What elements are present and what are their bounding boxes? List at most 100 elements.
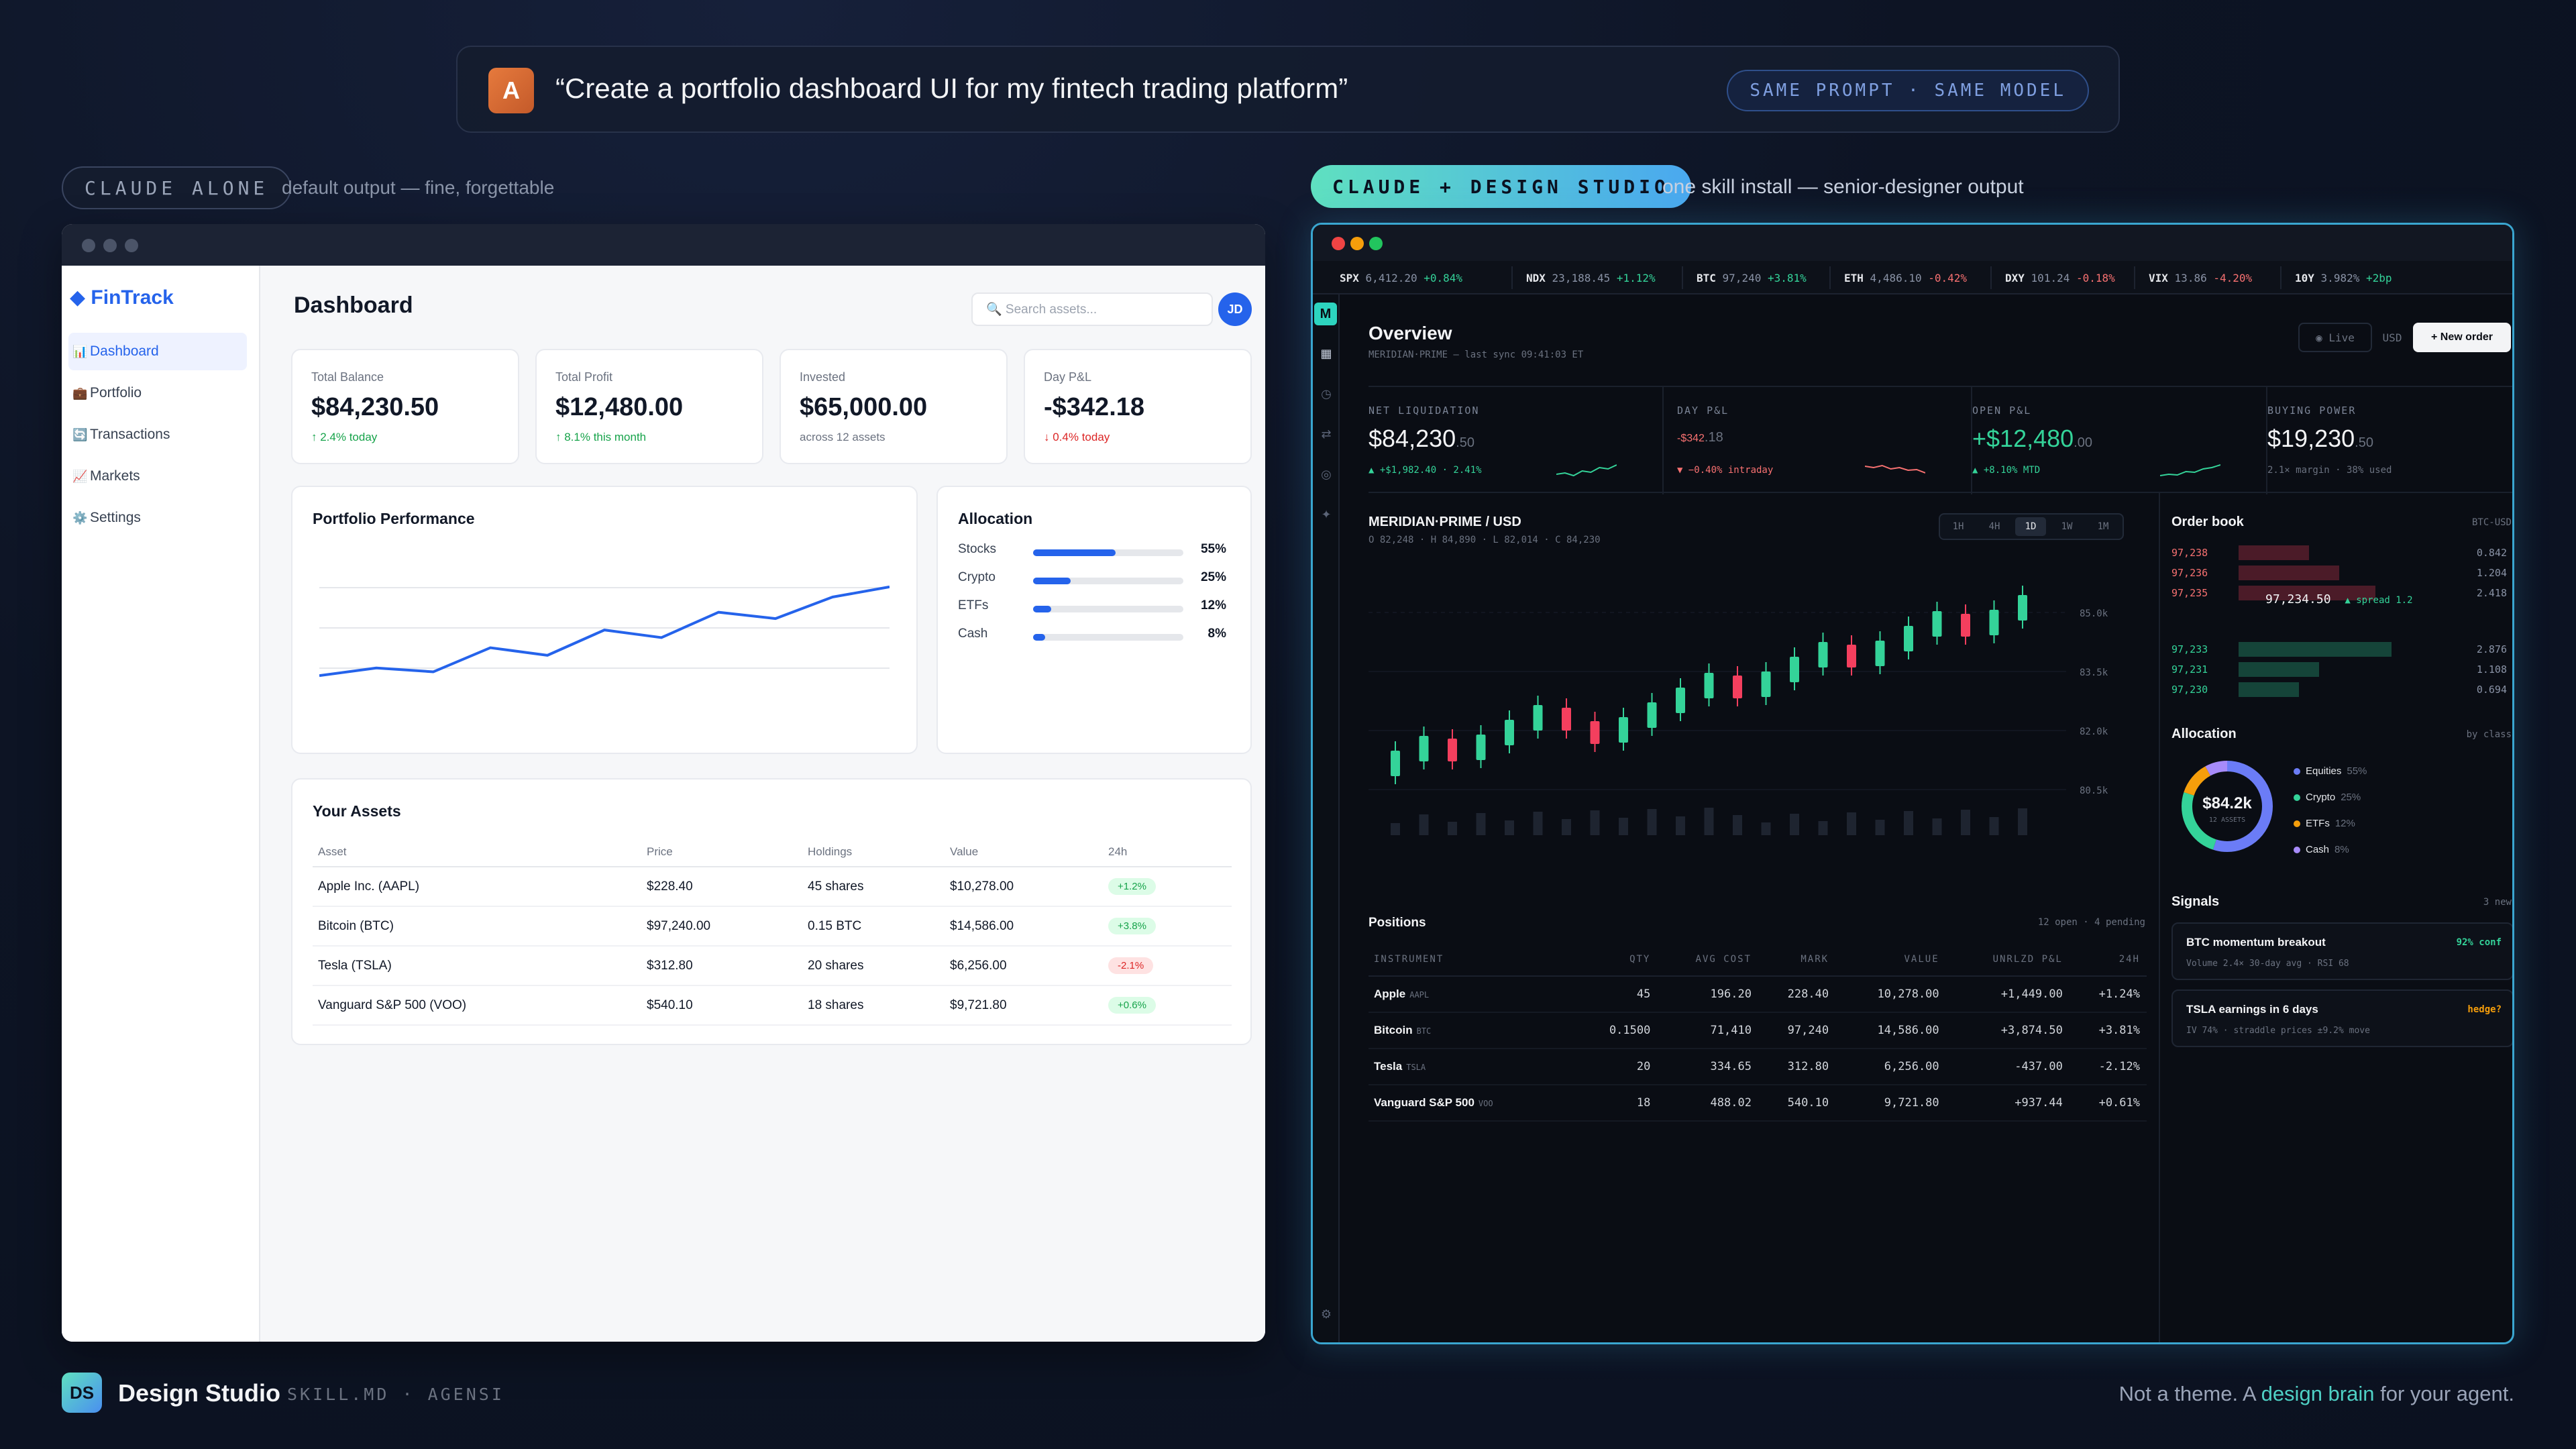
signals-title: Signals	[2171, 894, 2220, 909]
orderbook-bid-row[interactable]: 97,233 2.876	[2171, 641, 2507, 658]
avatar[interactable]: JD	[1218, 292, 1252, 326]
ticker-item-ndx[interactable]: NDX 23,188.45 +1.12%	[1526, 272, 1656, 284]
ticker-change: +1.12%	[1616, 272, 1656, 284]
stat-card: Day P&L -$342.18 ↓ 0.4% today	[1024, 349, 1252, 464]
allocation-fill	[1033, 606, 1051, 612]
stat-label: Total Profit	[555, 370, 613, 384]
table-row[interactable]: Tesla (TSLA) $312.80 20 shares $6,256.00 -2.…	[313, 946, 1232, 986]
signal-card[interactable]: TSLA earnings in 6 days hedge? IV 74% · st…	[2171, 989, 2512, 1047]
timeframe-1d[interactable]: 1D	[2015, 517, 2046, 536]
sidebar-item-label: Settings	[90, 510, 141, 525]
spark-icon[interactable]: ✦	[1321, 508, 1332, 521]
sidebar-item-portfolio[interactable]: 💼 Portfolio	[68, 374, 247, 412]
cell-24h: +1.24%	[2069, 976, 2147, 1013]
sidebar-item-dashboard[interactable]: 📊 Dashboard	[68, 333, 247, 370]
candle-body	[1476, 735, 1486, 760]
metric-value: $19,230.50	[2267, 425, 2373, 453]
metric-buying-power: BUYING POWER $19,230.50 2.1× margin · 38% …	[2267, 387, 2512, 494]
allocation-subtitle-right: by class	[2466, 729, 2512, 740]
positions-table: INSTRUMENT QTY AVG COST MARK VALUE UNRLZD P&L…	[1368, 943, 2147, 1122]
position-row[interactable]: Apple AAPL 45 196.20 228.40 10,278.00 +1,449.0…	[1368, 976, 2147, 1013]
search-input[interactable]: 🔍 Search assets...	[971, 292, 1213, 326]
window-maximize-icon[interactable]	[1369, 237, 1383, 250]
transfer-icon[interactable]: ⇄	[1321, 427, 1332, 441]
signal-card[interactable]: BTC momentum breakout 92% conf Volume 2.4×…	[2171, 922, 2512, 980]
position-row[interactable]: Vanguard S&P 500 VOO 18 488.02 540.10 9,721.8…	[1368, 1085, 2147, 1122]
currency-select[interactable]: USD	[2382, 331, 2402, 344]
table-row[interactable]: Bitcoin (BTC) $97,240.00 0.15 BTC $14,586.0…	[313, 906, 1232, 947]
metric-value-cents: .18	[1704, 430, 1723, 445]
grid-icon[interactable]: ▦	[1320, 347, 1332, 360]
window-dot-icon[interactable]	[103, 239, 117, 252]
volume-bar	[1476, 813, 1486, 835]
ticker-item-btc[interactable]: BTC 97,240 +3.81%	[1697, 272, 1807, 284]
fintrack-logo[interactable]: ◆ FinTrack	[70, 286, 174, 309]
spread-readout: 97,234.50 ▲ spread 1.2	[2265, 592, 2413, 606]
cell-mark: 97,240	[1758, 1012, 1836, 1049]
tagline-pre: Not a theme. A	[2118, 1382, 2261, 1405]
timeframe-1m[interactable]: 1M	[2097, 521, 2109, 532]
ticker-item-dxy[interactable]: DXY 101.24 -0.18%	[2005, 272, 2115, 284]
instrument-name: Bitcoin	[1374, 1024, 1413, 1036]
allocation-name: ETFs	[958, 598, 989, 612]
legend-pct: 55%	[2347, 765, 2367, 777]
position-row[interactable]: Bitcoin BTC 0.1500 71,410 97,240 14,586.00 +3,…	[1368, 1012, 2147, 1049]
window-dot-icon[interactable]	[82, 239, 95, 252]
target-icon[interactable]: ◎	[1321, 468, 1332, 481]
metric-value-main: $84,230	[1368, 425, 1456, 452]
position-row[interactable]: Tesla TSLA 20 334.65 312.80 6,256.00 -437.00 -2…	[1368, 1049, 2147, 1085]
change-badge: +1.2%	[1108, 878, 1156, 895]
ticker-item-spx[interactable]: SPX 6,412.20 +0.84%	[1340, 272, 1462, 284]
window-minimize-icon[interactable]	[1350, 237, 1364, 250]
ticker-divider	[2134, 266, 2135, 289]
cell-avg: 196.20	[1657, 976, 1758, 1013]
app-logo[interactable]: M	[1314, 303, 1337, 325]
candle-body	[1790, 657, 1799, 682]
performance-card: Portfolio Performance	[291, 486, 918, 754]
assets-table: Asset Price Holdings Value 24h Apple Inc. (A…	[313, 837, 1232, 1026]
timeframe-4h[interactable]: 4H	[1988, 521, 2000, 532]
new-order-button[interactable]: + New order	[2413, 323, 2511, 352]
live-toggle-button[interactable]: ◉ Live	[2298, 323, 2372, 352]
volume-bar	[1761, 822, 1771, 835]
orderbook-ask-row[interactable]: 97,236 1.204	[2171, 564, 2507, 582]
window-close-icon[interactable]	[1332, 237, 1345, 250]
table-header: 24h	[1103, 837, 1232, 867]
label-claude-design-studio: CLAUDE + DESIGN STUDIO	[1311, 165, 1691, 208]
ticker-symbol: VIX	[2149, 272, 2168, 284]
donut-slice-crypto	[2182, 761, 2273, 852]
donut-value: $84.2k	[2202, 794, 2252, 812]
orderbook-price: 97,236	[2171, 567, 2208, 579]
settings-icon[interactable]: ⚙	[1320, 1307, 1332, 1321]
sparkline-path	[1556, 464, 1617, 477]
tagline-post: for your agent.	[2374, 1382, 2514, 1405]
sidebar-item-settings[interactable]: ⚙️ Settings	[68, 499, 247, 537]
timeframe-1w[interactable]: 1W	[2061, 521, 2073, 532]
table-row[interactable]: Vanguard S&P 500 (VOO) $540.10 18 shares $9…	[313, 985, 1232, 1026]
metric-open-p-l: OPEN P&L +$12,480.00 ▲ +8.10% MTD	[1972, 387, 2267, 494]
clock-icon[interactable]: ◷	[1321, 387, 1332, 400]
cell-holdings: 20 shares	[802, 946, 945, 986]
orderbook-bid-row[interactable]: 97,231 1.108	[2171, 661, 2507, 678]
label-claude-design-studio-desc: one skill install — senior-designer outp…	[1662, 176, 2024, 198]
sidebar-item-markets[interactable]: 📈 Markets	[68, 458, 247, 495]
signals-subtitle: 3 new	[2483, 897, 2512, 908]
stat-value: $12,480.00	[555, 393, 684, 421]
timeframe-1h[interactable]: 1H	[1952, 521, 1964, 532]
cell-asset: Apple Inc. (AAPL)	[313, 867, 641, 907]
ticker-item-vix[interactable]: VIX 13.86 -4.20%	[2149, 272, 2252, 284]
table-row[interactable]: Apple Inc. (AAPL) $228.40 45 shares $10,278…	[313, 867, 1232, 907]
allocation-name: Stocks	[958, 542, 997, 556]
orderbook-bid-row[interactable]: 97,230 0.694	[2171, 681, 2507, 698]
orderbook-ask-row[interactable]: 97,235 2.418	[2171, 584, 2507, 602]
stat-delta: ↓ 0.4% today	[1044, 431, 1110, 443]
cell-qty: 45	[1580, 976, 1658, 1013]
window-dot-icon[interactable]	[125, 239, 138, 252]
orderbook-ask-row[interactable]: 97,238 0.842	[2171, 544, 2507, 561]
allocation-pct: 25%	[1200, 570, 1226, 584]
sidebar-item-transactions[interactable]: 🔄 Transactions	[68, 416, 247, 453]
tagline-highlight: design brain	[2261, 1382, 2375, 1405]
positions-title: Positions	[1368, 916, 1426, 930]
ticker-item-10y[interactable]: 10Y 3.982% +2bp	[2295, 272, 2392, 284]
ticker-item-eth[interactable]: ETH 4,486.10 -0.42%	[1844, 272, 1967, 284]
